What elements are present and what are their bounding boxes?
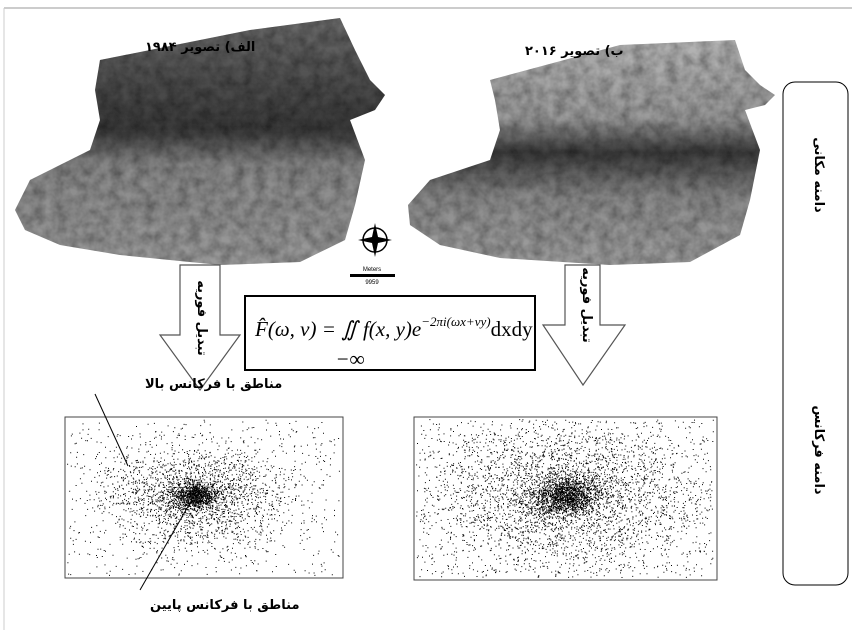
- arrow: [541, 264, 627, 387]
- leader-line: [139, 495, 195, 591]
- domain-label: دامنه فرکانس: [811, 405, 826, 495]
- scale-bar: [350, 274, 395, 277]
- formula-lhs: F̂(ω, v) = ∬ f(x, y)e: [254, 317, 421, 341]
- formula-box: [244, 295, 536, 371]
- formula-limit: −∞: [335, 347, 364, 371]
- spectrum-1984: [67, 419, 340, 576]
- leader-line: [94, 393, 129, 467]
- image-2016: [408, 40, 775, 265]
- formula: F̂(ω, v) = ∬ f(x, y)e−2πi(ωx+vy)dxdy: [254, 314, 533, 341]
- formula-differential: dxdy: [491, 317, 534, 341]
- panel-title: ب) تصویر ۲۰۱۶: [525, 44, 624, 59]
- annotation: مناطق با فرکانس پایین: [150, 598, 300, 613]
- image-1984: [15, 18, 385, 265]
- spectrum-box: [64, 416, 344, 579]
- compass: [358, 223, 392, 257]
- transform-label: تبدیل فوریه: [194, 280, 209, 356]
- scale-distance: 9959: [365, 280, 379, 286]
- domain-box: [782, 81, 849, 586]
- spectrum-2016: [416, 419, 714, 578]
- panel-title: الف) تصویر ۱۹۸۴: [145, 40, 255, 55]
- annotation: مناطق با فرکانس بالا: [145, 377, 282, 392]
- arrow: [158, 264, 242, 392]
- transform-label: تبدیل فوریه: [579, 267, 594, 343]
- scale-unit: Meters: [363, 267, 381, 273]
- domain-label: دامنه مکانی: [811, 137, 826, 213]
- formula-exponent: −2πi(ωx+vy): [421, 314, 490, 329]
